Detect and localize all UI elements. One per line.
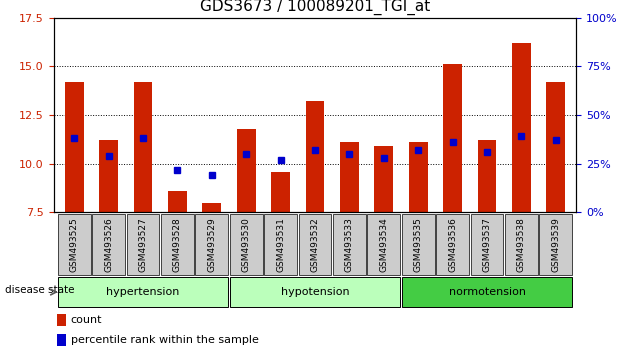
Bar	[374, 146, 393, 212]
FancyBboxPatch shape	[333, 214, 366, 275]
Bar	[443, 64, 462, 212]
FancyBboxPatch shape	[127, 214, 159, 275]
FancyBboxPatch shape	[539, 214, 572, 275]
Bar	[57, 334, 66, 346]
Bar	[409, 142, 428, 212]
Text: GSM493532: GSM493532	[311, 217, 319, 272]
Text: GSM493531: GSM493531	[276, 217, 285, 272]
Text: hypertension: hypertension	[106, 287, 180, 297]
Text: GSM493534: GSM493534	[379, 217, 388, 272]
Title: GDS3673 / 100089201_TGI_at: GDS3673 / 100089201_TGI_at	[200, 0, 430, 15]
Text: count: count	[71, 315, 102, 325]
Text: GSM493530: GSM493530	[242, 217, 251, 272]
Bar	[271, 172, 290, 212]
FancyBboxPatch shape	[161, 214, 194, 275]
FancyBboxPatch shape	[471, 214, 503, 275]
Bar	[65, 82, 84, 212]
Bar	[202, 202, 221, 212]
FancyBboxPatch shape	[230, 214, 263, 275]
Text: GSM493526: GSM493526	[104, 217, 113, 272]
FancyBboxPatch shape	[402, 277, 572, 307]
FancyBboxPatch shape	[195, 214, 228, 275]
Text: GSM493533: GSM493533	[345, 217, 354, 272]
Text: GSM493539: GSM493539	[551, 217, 560, 272]
Text: GSM493537: GSM493537	[483, 217, 491, 272]
Bar	[478, 140, 496, 212]
FancyBboxPatch shape	[367, 214, 400, 275]
Text: normotension: normotension	[449, 287, 525, 297]
Text: hypotension: hypotension	[281, 287, 349, 297]
Bar	[340, 142, 359, 212]
Bar	[99, 140, 118, 212]
FancyBboxPatch shape	[58, 214, 91, 275]
FancyBboxPatch shape	[230, 277, 400, 307]
Text: GSM493529: GSM493529	[207, 217, 216, 272]
FancyBboxPatch shape	[58, 277, 228, 307]
Bar	[57, 314, 66, 326]
Bar	[306, 101, 324, 212]
FancyBboxPatch shape	[264, 214, 297, 275]
Text: GSM493538: GSM493538	[517, 217, 526, 272]
Text: GSM493525: GSM493525	[70, 217, 79, 272]
Text: disease state: disease state	[5, 285, 75, 296]
Text: percentile rank within the sample: percentile rank within the sample	[71, 335, 259, 345]
FancyBboxPatch shape	[299, 214, 331, 275]
Bar	[237, 129, 256, 212]
Text: GSM493527: GSM493527	[139, 217, 147, 272]
Bar	[168, 191, 187, 212]
Bar	[546, 82, 565, 212]
Text: GSM493536: GSM493536	[448, 217, 457, 272]
Text: GSM493528: GSM493528	[173, 217, 182, 272]
FancyBboxPatch shape	[402, 214, 435, 275]
Bar	[134, 82, 152, 212]
Text: GSM493535: GSM493535	[414, 217, 423, 272]
FancyBboxPatch shape	[92, 214, 125, 275]
FancyBboxPatch shape	[505, 214, 538, 275]
FancyBboxPatch shape	[436, 214, 469, 275]
Bar	[512, 43, 531, 212]
